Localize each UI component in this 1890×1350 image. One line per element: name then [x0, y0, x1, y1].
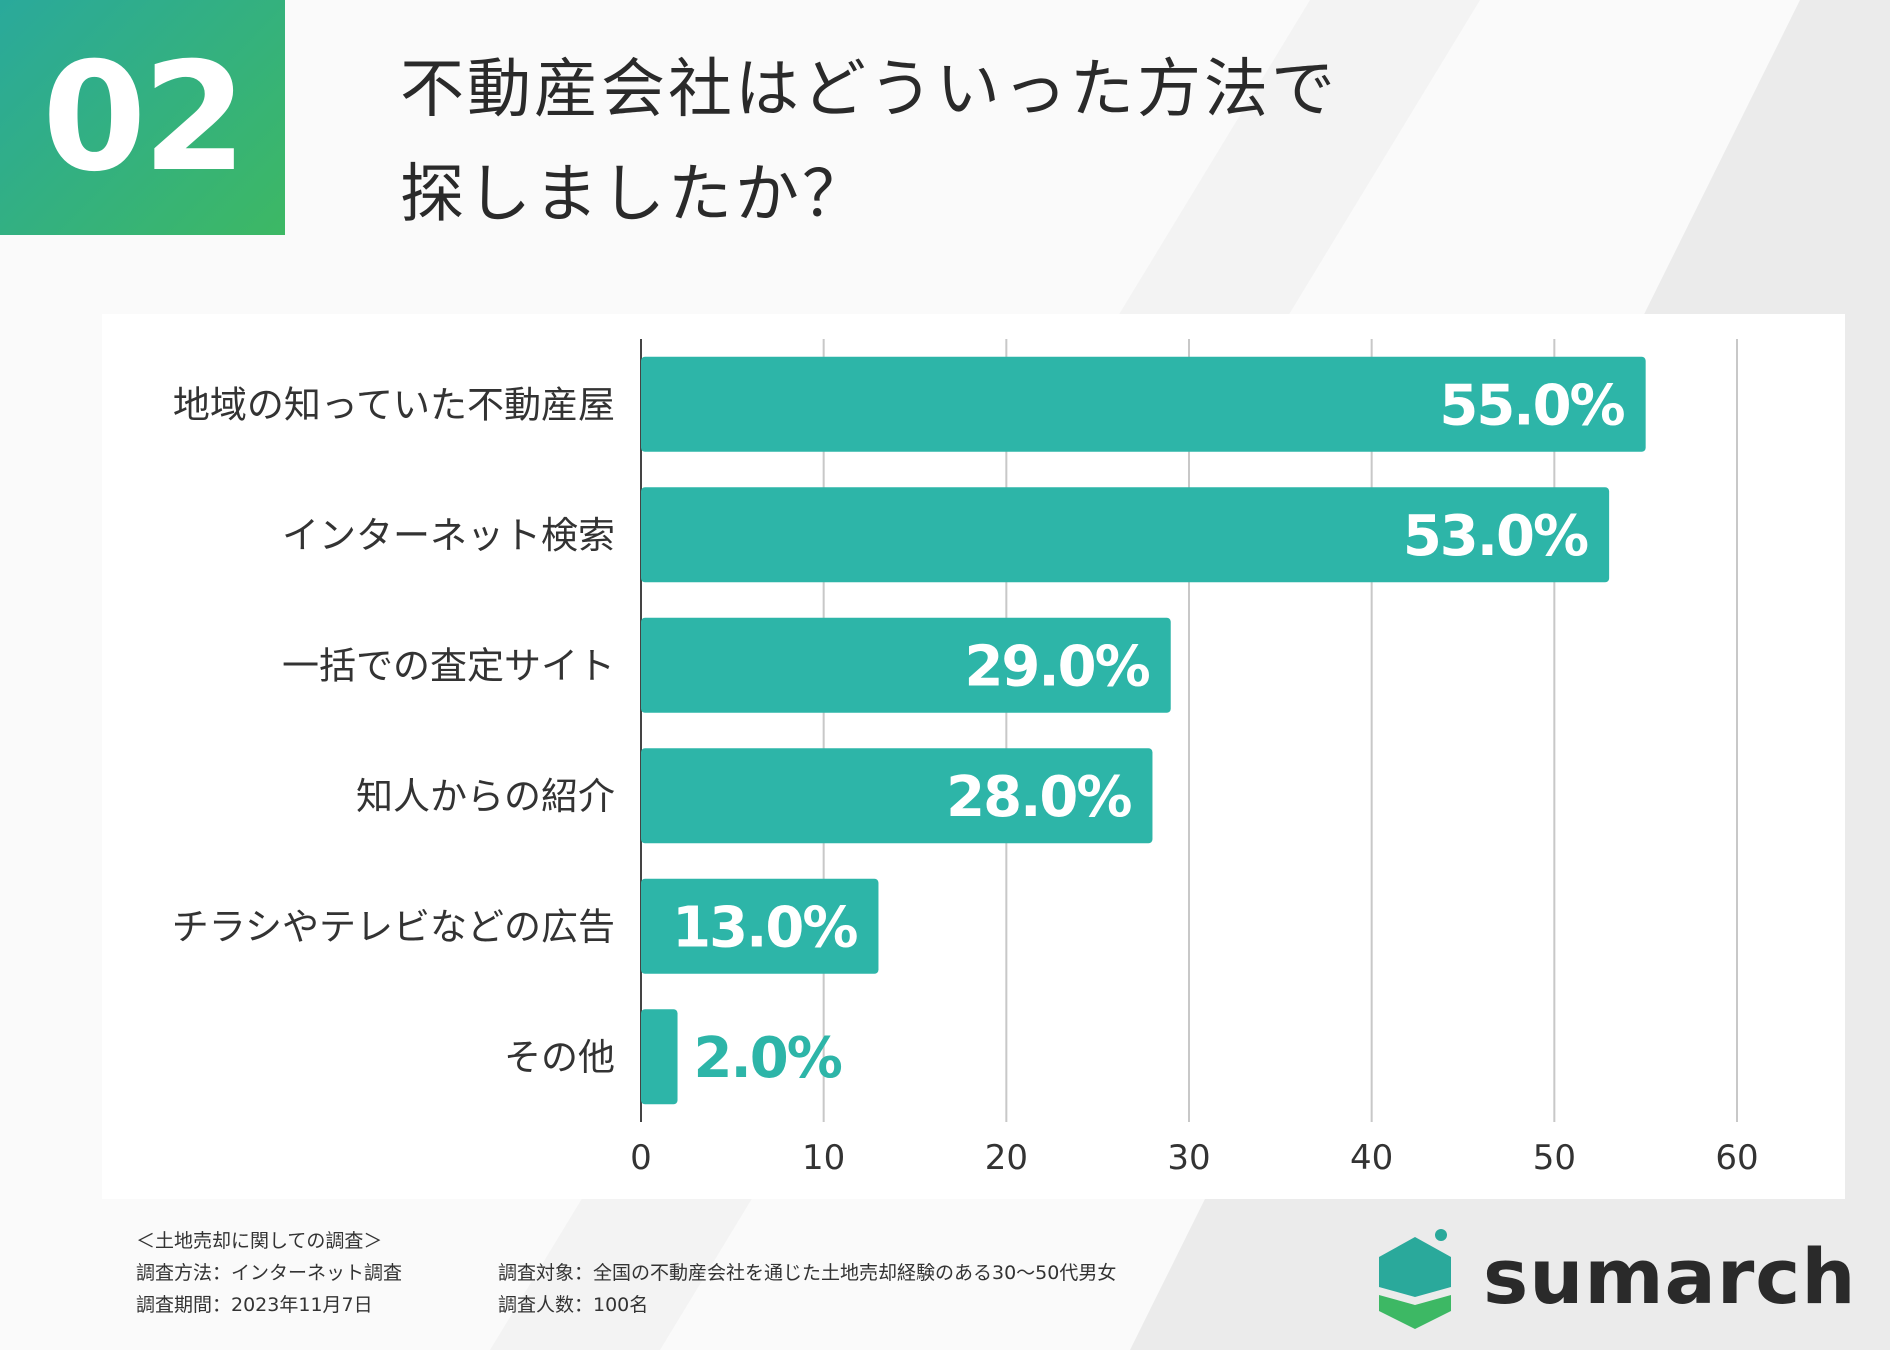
survey-method: 調査方法：インターネット調査: [136, 1262, 403, 1284]
bar: [641, 487, 1610, 583]
x-tick-label: 60: [1715, 1138, 1758, 1178]
survey-notes: ＜土地売却に関しての調査＞ 調査方法：インターネット調査 調査対象：全国の不動産…: [136, 1225, 1116, 1321]
bar: [641, 878, 879, 974]
data-label: 13.0%: [672, 895, 857, 960]
survey-heading: ＜土地売却に関しての調査＞: [136, 1230, 383, 1252]
question-number: 02: [42, 30, 247, 205]
survey-target: 調査対象：全国の不動産会社を通じた土地売却経験のある30〜50代男女: [498, 1262, 1117, 1284]
survey-count: 調査人数：100名: [498, 1294, 649, 1316]
data-label: 2.0%: [694, 1026, 842, 1091]
bar: [641, 1009, 678, 1105]
brand-logo: sumarch: [1375, 1225, 1855, 1330]
x-tick-label: 30: [1167, 1138, 1210, 1178]
page-title: 不動産会社はどういった方法で 探しましたか？: [400, 38, 1500, 248]
chart-panel: 0 10 20 30 40 50 60 地域の知っていた不動産屋 55.0% インターネット検索 5…: [102, 314, 1845, 1199]
category-label: その他: [504, 1036, 615, 1079]
data-label: 53.0%: [1403, 504, 1588, 569]
category-label: インターネット検索: [282, 514, 615, 557]
category-label: チラシやテレビなどの広告: [172, 905, 615, 948]
x-tick-label: 50: [1533, 1138, 1576, 1178]
x-tick-label: 0: [630, 1138, 652, 1178]
x-tick-label: 10: [802, 1138, 845, 1178]
data-label: 55.0%: [1439, 373, 1624, 438]
bar-chart: 0 10 20 30 40 50 60 地域の知っていた不動産屋 55.0% インターネット検索 5…: [172, 339, 1759, 1178]
category-label: 地域の知っていた不動産屋: [173, 383, 615, 426]
data-label: 29.0%: [964, 634, 1149, 699]
brand-name: sumarch: [1483, 1232, 1857, 1321]
bar: [641, 617, 1171, 713]
bar: [641, 748, 1153, 844]
category-label: 知人からの紹介: [356, 775, 615, 818]
x-tick-label: 40: [1350, 1138, 1393, 1178]
x-tick-label: 20: [985, 1138, 1028, 1178]
title-line-1: 不動産会社はどういった方法で: [400, 53, 1338, 127]
house-logo-icon: [1379, 1229, 1451, 1329]
data-label: 28.0%: [946, 765, 1131, 830]
category-label: 一括での査定サイト: [282, 644, 615, 687]
question-number-badge: 02: [0, 0, 285, 235]
bar: [641, 356, 1646, 452]
survey-period: 調査期間：2023年11月7日: [136, 1294, 373, 1316]
title-line-2: 探しましたか？: [400, 158, 869, 232]
